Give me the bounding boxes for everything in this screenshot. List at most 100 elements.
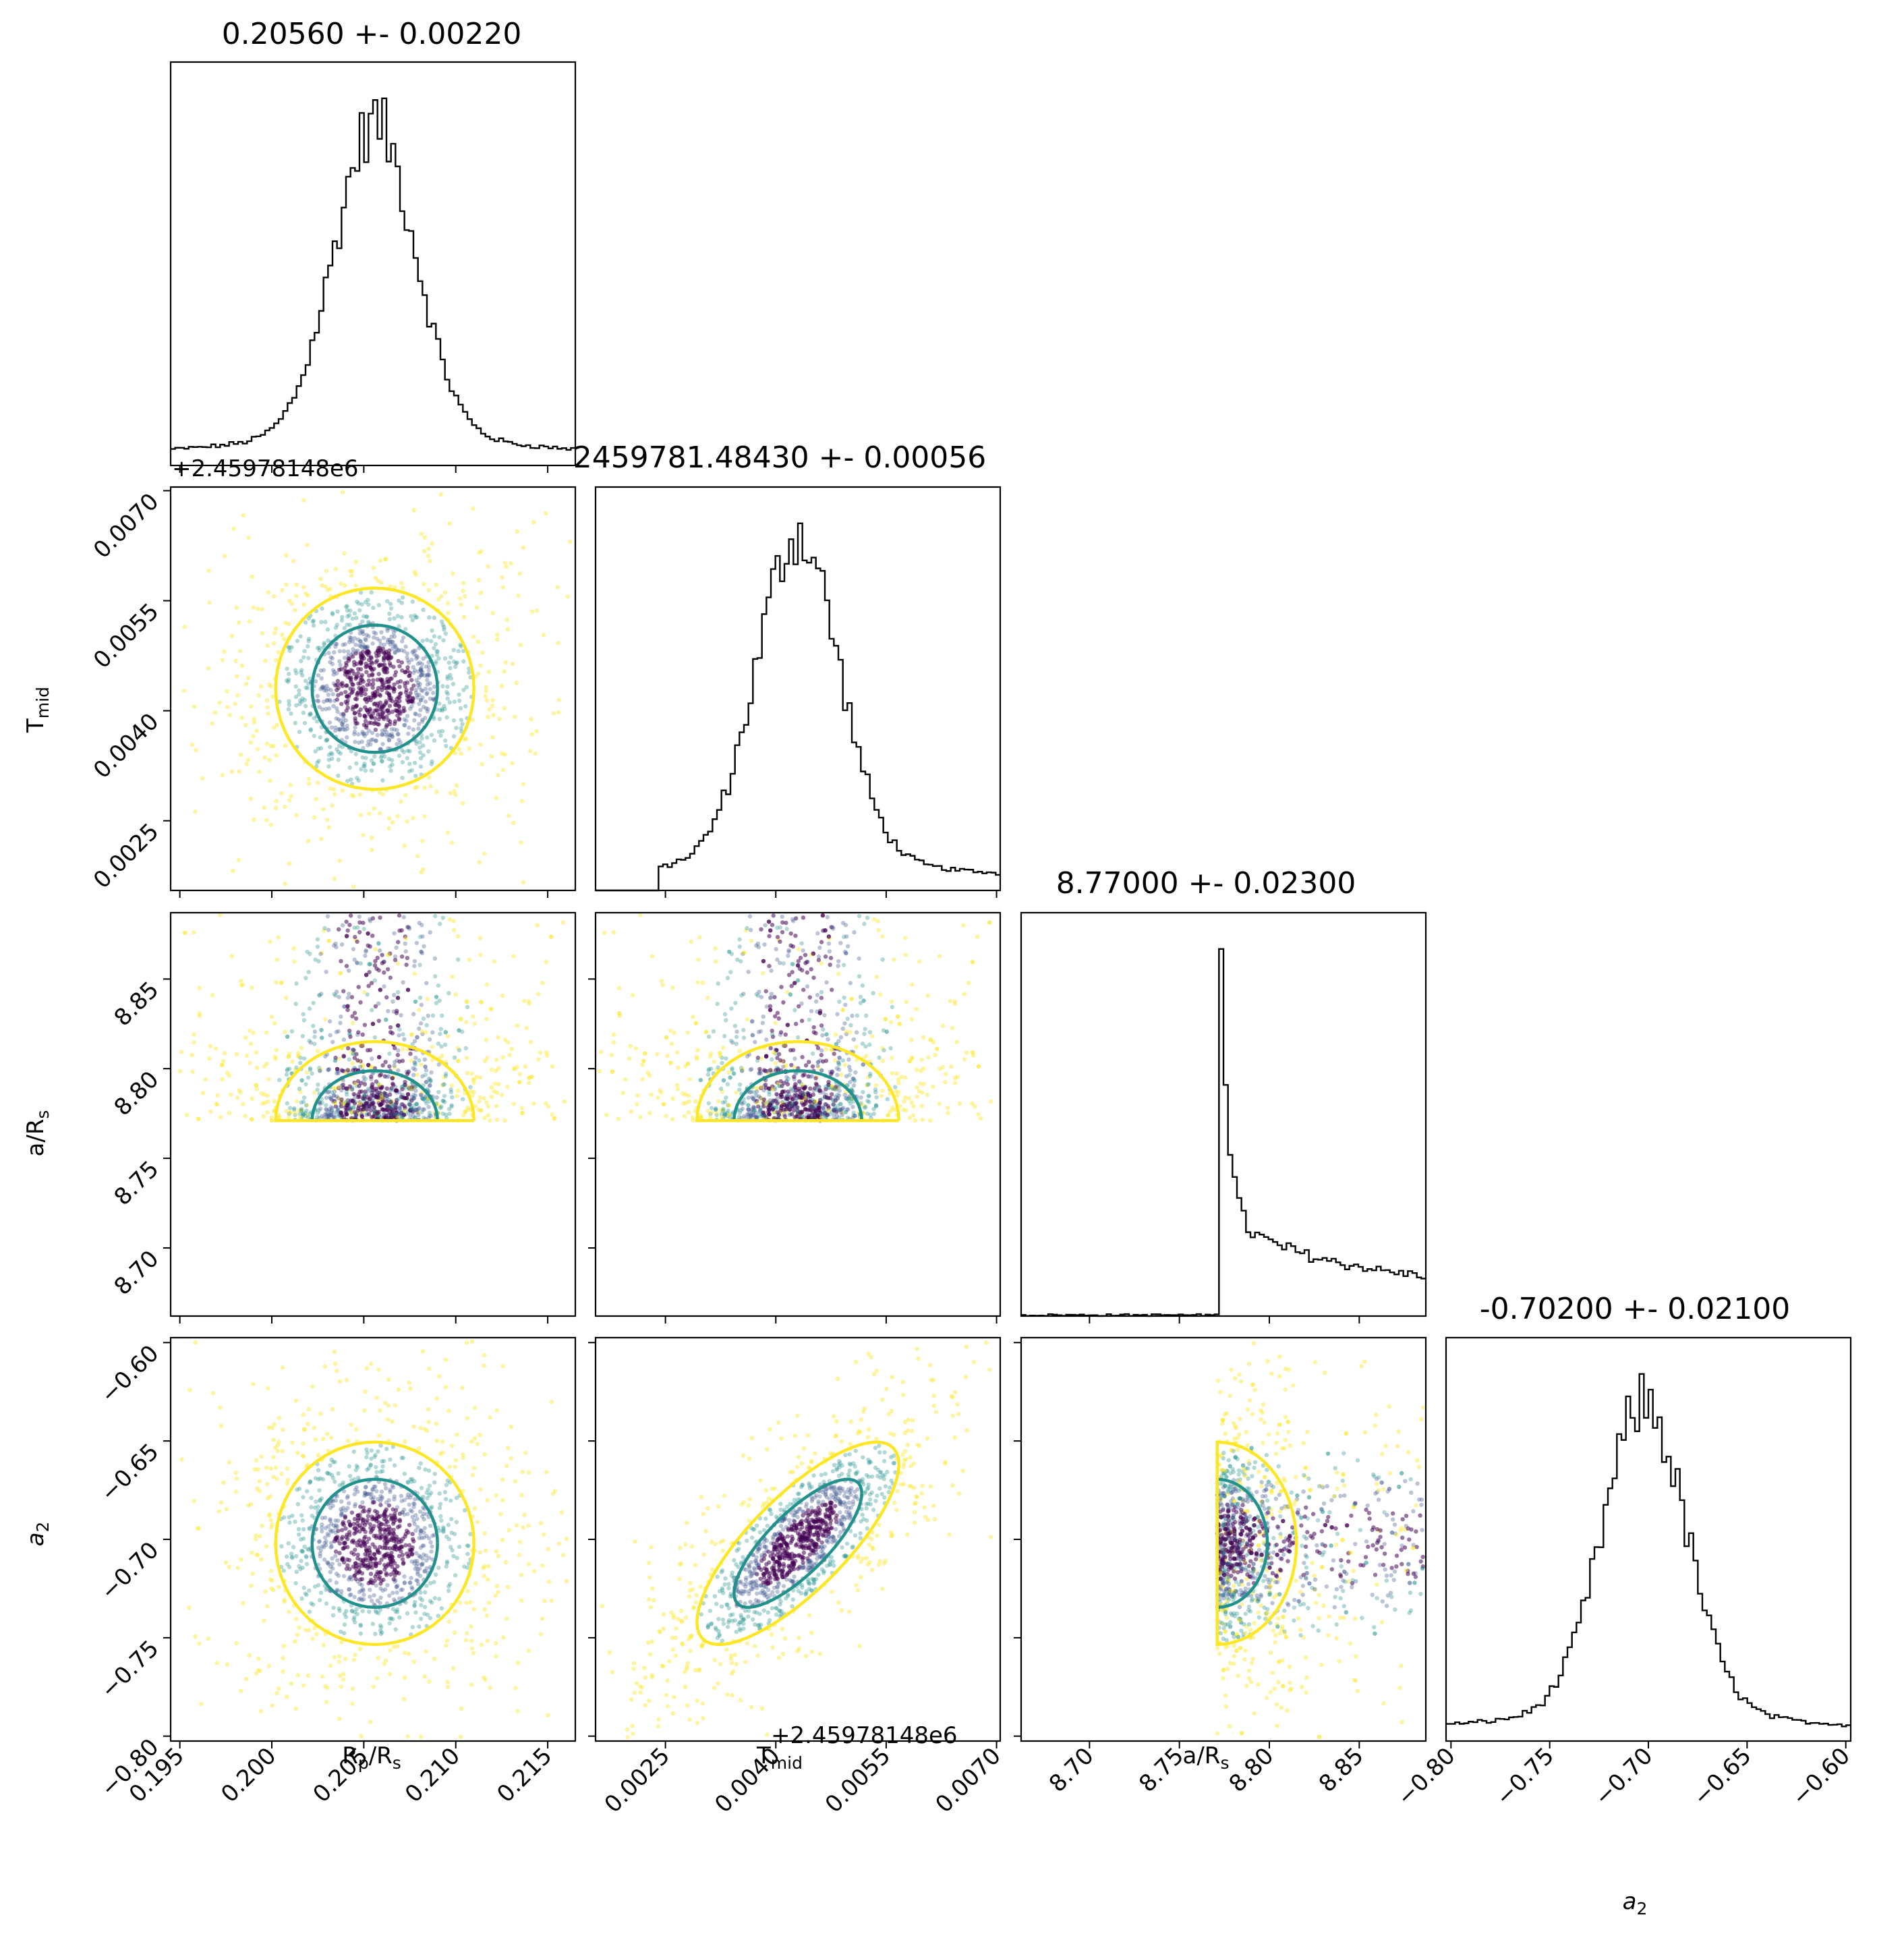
sample-point	[819, 1052, 824, 1058]
sample-point	[323, 584, 328, 589]
sample-point	[392, 616, 397, 621]
sample-point	[306, 616, 311, 621]
sample-point	[336, 1095, 341, 1101]
sample-point	[406, 731, 411, 736]
sample-point	[768, 1004, 773, 1008]
sample-point	[848, 1101, 853, 1106]
sample-point	[842, 1062, 848, 1067]
sample-point	[370, 1008, 374, 1013]
sample-point	[484, 982, 490, 987]
sample-point	[835, 1073, 840, 1077]
sample-point	[335, 1369, 339, 1373]
sample-point	[705, 1072, 711, 1077]
sample-point	[441, 638, 446, 643]
sample-point	[403, 627, 408, 631]
sample-point	[372, 754, 377, 759]
sample-point	[889, 1056, 894, 1060]
sample-point	[427, 1113, 432, 1118]
sample-point	[894, 1071, 899, 1076]
sample-point	[351, 1106, 356, 1110]
sample-point	[837, 999, 842, 1004]
sample-point	[359, 1089, 364, 1094]
sample-point	[234, 1476, 239, 1481]
sample-point	[367, 811, 372, 816]
sample-point	[699, 1115, 703, 1120]
sample-point	[740, 1106, 745, 1111]
sample-point	[420, 1029, 425, 1034]
sample-point	[324, 1095, 329, 1100]
sample-point	[337, 858, 342, 863]
sample-point	[687, 1099, 691, 1104]
sample-point	[513, 1479, 518, 1484]
sample-point	[316, 1477, 321, 1482]
sample-point	[395, 614, 401, 619]
sample-point	[372, 1105, 377, 1110]
sample-point	[808, 1075, 813, 1079]
sample-point	[300, 1518, 305, 1523]
sample-point	[356, 1475, 361, 1480]
sample-point	[685, 1061, 690, 1066]
sample-point	[412, 718, 417, 723]
sample-point	[446, 1522, 451, 1527]
sample-point	[863, 1106, 867, 1110]
sample-point	[343, 718, 349, 723]
sample-point	[755, 1115, 759, 1120]
sample-point	[850, 1104, 855, 1110]
sample-point	[453, 751, 458, 756]
sample-point	[183, 930, 187, 935]
sample-point	[430, 759, 434, 764]
sample-point	[328, 751, 333, 756]
sample-point	[504, 1464, 509, 1469]
sample-point	[420, 1096, 426, 1102]
histogram-a2	[1446, 1373, 1851, 1728]
sample-point	[413, 668, 417, 673]
sample-point	[460, 722, 465, 727]
sample-point	[400, 1084, 405, 1089]
sample-point	[546, 1547, 550, 1551]
sample-point	[345, 1106, 349, 1111]
sample-point	[231, 526, 236, 532]
sample-point	[465, 1056, 469, 1060]
sample-point	[415, 615, 420, 620]
sample-point	[289, 711, 293, 716]
sample-point	[316, 1108, 321, 1113]
sample-point	[784, 1079, 789, 1084]
sample-point	[801, 1103, 806, 1108]
sample-point	[259, 1557, 264, 1562]
sample-point	[413, 1093, 417, 1098]
sample-point	[691, 1118, 695, 1123]
sample-point	[349, 1087, 355, 1092]
sample-point	[405, 988, 411, 992]
sample-point	[323, 1112, 328, 1116]
sample-point	[407, 1085, 411, 1090]
sample-point	[368, 1361, 374, 1367]
sample-point	[408, 706, 413, 711]
sample-point	[409, 658, 414, 662]
sample-point	[340, 721, 345, 727]
sample-point	[268, 778, 272, 783]
sample-point	[438, 1027, 443, 1031]
sample-point	[334, 1535, 339, 1541]
sample-point	[265, 644, 270, 648]
sample-point	[328, 1506, 333, 1510]
sample-point	[344, 934, 349, 938]
sample-point	[515, 1064, 519, 1070]
sample-point	[486, 1564, 491, 1569]
sample-point	[493, 1593, 498, 1598]
sample-point	[438, 1031, 442, 1036]
sample-point	[404, 963, 409, 967]
sample-point	[337, 743, 342, 748]
sample-point	[322, 641, 326, 646]
sample-point	[803, 961, 808, 965]
sample-point	[854, 1030, 859, 1035]
sample-point	[781, 961, 786, 966]
sample-point	[380, 1085, 384, 1089]
sample-point	[826, 934, 832, 939]
sample-point	[442, 1489, 448, 1495]
sample-point	[445, 696, 450, 701]
sample-point	[695, 980, 700, 985]
sample-point	[369, 1093, 374, 1098]
sample-point	[724, 1056, 728, 1061]
sample-point	[397, 753, 402, 758]
sample-point	[857, 974, 862, 979]
